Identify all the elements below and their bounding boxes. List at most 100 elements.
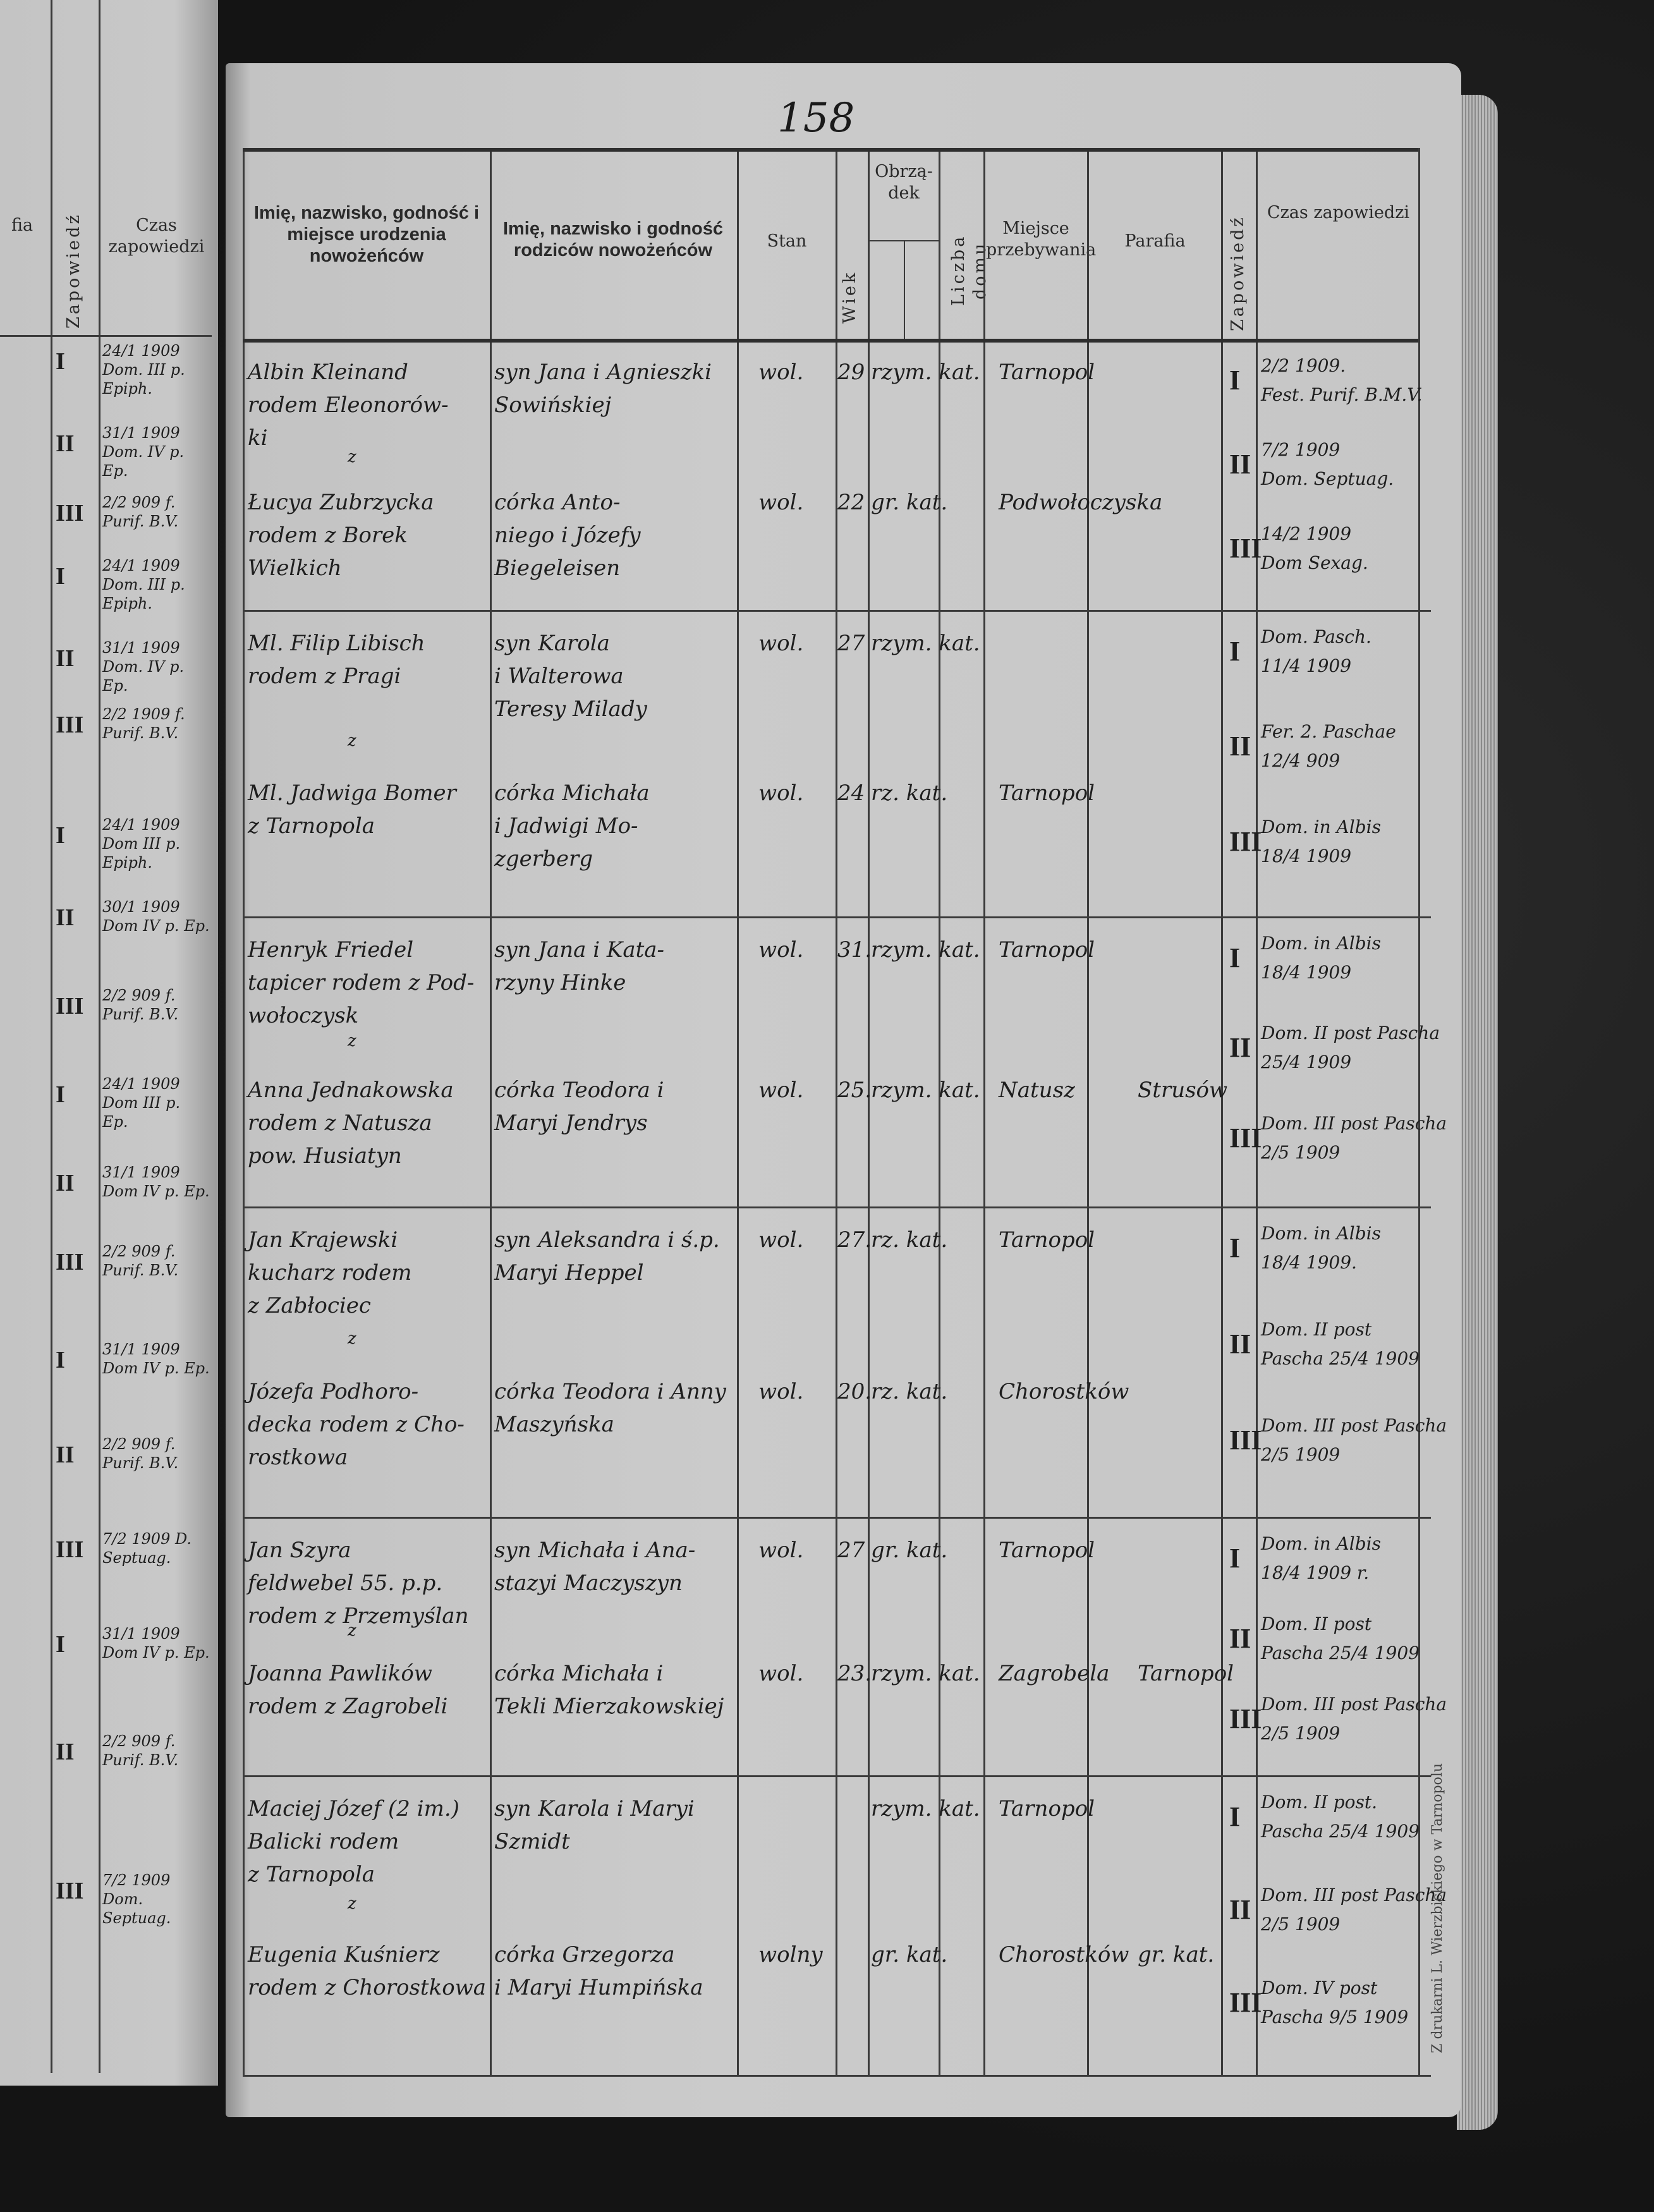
groom-residence: Tarnopol bbox=[999, 937, 1095, 963]
banns-date: Dom. in Albis bbox=[1261, 1533, 1381, 1554]
obrzadek-split-rule bbox=[868, 240, 939, 241]
column-rule bbox=[1418, 148, 1420, 2075]
groom-name: Balicki rodem bbox=[248, 1829, 399, 1854]
groom-parents: syn Aleksandra i ś.p. bbox=[494, 1227, 720, 1253]
bride-parish: Tarnopol bbox=[1138, 1661, 1234, 1686]
left-banns-number: III bbox=[56, 1249, 84, 1275]
groom-name: ki bbox=[248, 425, 268, 451]
banns-date: 2/5 1909 bbox=[1261, 1914, 1341, 1935]
left-banns-date: 31/1 1909 Dom. IV p. Ep. bbox=[102, 639, 185, 695]
groom-rite: rzym. kat. bbox=[871, 360, 980, 385]
bride-parents: Maryi Jendrys bbox=[494, 1110, 648, 1136]
groom-rite: gr. kat. bbox=[871, 1538, 948, 1563]
left-banns-number: III bbox=[56, 1878, 84, 1904]
bride-name: rodem z Natusza bbox=[248, 1110, 432, 1136]
bride-name: rodem z Borek bbox=[248, 523, 408, 548]
left-banns-number: II bbox=[56, 1170, 75, 1196]
obrzadek-split-rule bbox=[904, 240, 905, 339]
groom-age: 27 bbox=[837, 1538, 865, 1563]
groom-parents: syn Michała i Ana- bbox=[494, 1538, 696, 1563]
banns-date: Dom Sexag. bbox=[1261, 552, 1368, 573]
left-banns-date: 24/1 1909 Dom. III p. Epiph. bbox=[102, 342, 185, 398]
left-banns-date: 31/1 1909 Dom IV p. Ep. bbox=[102, 1164, 210, 1200]
groom-name: Jan Szyra bbox=[248, 1538, 351, 1563]
banns-number: III bbox=[1229, 826, 1262, 857]
bride-parents: córka Anto- bbox=[494, 490, 621, 515]
groom-parents: syn Jana i Kata- bbox=[494, 937, 665, 963]
record-separator bbox=[243, 1775, 1431, 1777]
left-banns-date: 31/1 1909 Dom IV p. Ep. bbox=[102, 1625, 210, 1662]
header-czas: Czas zapowiedzi bbox=[1267, 203, 1410, 222]
bride-name: Eugenia Kuśnierz bbox=[248, 1942, 440, 1967]
groom-name: tapicer rodem z Pod- bbox=[248, 970, 475, 995]
left-banns-number: I bbox=[56, 822, 65, 849]
bride-name: Józefa Podhoro- bbox=[248, 1379, 419, 1404]
groom-stan: wol. bbox=[758, 937, 804, 963]
bride-parents: Biegeleisen bbox=[494, 556, 621, 581]
banns-number: II bbox=[1229, 1328, 1251, 1359]
header-zapowiedz: Zapowiedź bbox=[1228, 215, 1248, 332]
left-banns-date: 2/2 909 f. Purif. B.V. bbox=[102, 987, 179, 1023]
left-banns-number: III bbox=[56, 500, 84, 526]
left-banns-date: 2/2 909 f. Purif. B.V. bbox=[102, 1435, 179, 1472]
left-banns-date: 2/2 909 f. Purif. B.V. bbox=[102, 1732, 179, 1769]
groom-name: feldwebel 55. p.p. bbox=[248, 1571, 443, 1596]
conjunction-z: z bbox=[348, 1329, 356, 1348]
groom-rite: rzym. kat. bbox=[871, 631, 980, 656]
banns-number: III bbox=[1229, 1703, 1262, 1734]
bride-age: 23. bbox=[837, 1661, 872, 1686]
conjunction-z: z bbox=[348, 447, 356, 466]
banns-date: Dom. II post bbox=[1261, 1319, 1372, 1340]
page-edges bbox=[1457, 95, 1498, 2130]
column-rule bbox=[1221, 148, 1223, 2075]
bride-stan: wol. bbox=[758, 1379, 804, 1404]
left-banns-number: III bbox=[56, 993, 84, 1019]
header-bottom-rule bbox=[243, 339, 1418, 343]
groom-age: 31. bbox=[837, 937, 872, 963]
left-banns-date: 2/2 909 f. Purif. B.V. bbox=[102, 494, 179, 530]
left-banns-date: 24/1 1909 Dom III p. Epiph. bbox=[102, 816, 181, 872]
conjunction-z: z bbox=[348, 1894, 356, 1913]
left-banns-date: 31/1 1909 Dom. IV p. Ep. bbox=[102, 424, 185, 480]
groom-stan: wol. bbox=[758, 631, 804, 656]
banns-date: 18/4 1909 bbox=[1261, 846, 1352, 866]
page-number: 158 bbox=[777, 95, 855, 142]
conjunction-z: z bbox=[348, 1031, 356, 1050]
left-banns-number: I bbox=[56, 1347, 65, 1373]
conjunction-z: z bbox=[348, 731, 356, 750]
bride-stan: wolny bbox=[758, 1942, 823, 1967]
banns-number: II bbox=[1229, 731, 1251, 762]
bride-residence: Zagrobela bbox=[999, 1661, 1110, 1686]
bride-residence: Natusz bbox=[999, 1078, 1075, 1103]
banns-date: Dom. in Albis bbox=[1261, 817, 1381, 837]
left-header-rule bbox=[0, 335, 212, 337]
groom-name: rodem z Pragi bbox=[248, 664, 401, 689]
bride-age: 25. bbox=[837, 1078, 872, 1103]
header-liczba-domu: Liczba domu bbox=[949, 234, 990, 307]
groom-name: Henryk Friedel bbox=[248, 937, 414, 963]
banns-date: Pascha 9/5 1909 bbox=[1261, 2007, 1409, 2027]
banns-number: II bbox=[1229, 1032, 1251, 1063]
banns-date: 2/5 1909 bbox=[1261, 1723, 1341, 1744]
column-rule bbox=[1256, 148, 1258, 2075]
banns-number: II bbox=[1229, 1623, 1251, 1654]
left-header-czas: Czas zapowiedzi bbox=[108, 216, 205, 257]
bride-parents: córka Grzegorza bbox=[494, 1942, 675, 1967]
banns-number: III bbox=[1229, 1122, 1262, 1153]
header-obrzadek: Obrzą-dek bbox=[875, 162, 933, 203]
banns-number: II bbox=[1229, 449, 1251, 480]
header-stan: Stan bbox=[767, 231, 807, 251]
bride-parents: córka Michała i bbox=[494, 1661, 664, 1686]
banns-date: Dom. III post Pascha bbox=[1261, 1113, 1447, 1134]
left-column-rule bbox=[51, 0, 52, 2073]
banns-date: Dom. II post bbox=[1261, 1613, 1372, 1634]
left-banns-number: III bbox=[56, 712, 84, 738]
groom-parents: Teresy Milady bbox=[494, 696, 647, 722]
groom-stan: wol. bbox=[758, 1538, 804, 1563]
bride-stan: wol. bbox=[758, 1078, 804, 1103]
bride-stan: wol. bbox=[758, 781, 804, 806]
column-rule bbox=[939, 148, 940, 2075]
left-banns-number: II bbox=[56, 430, 75, 457]
bride-rite: rz. kat. bbox=[871, 781, 948, 806]
